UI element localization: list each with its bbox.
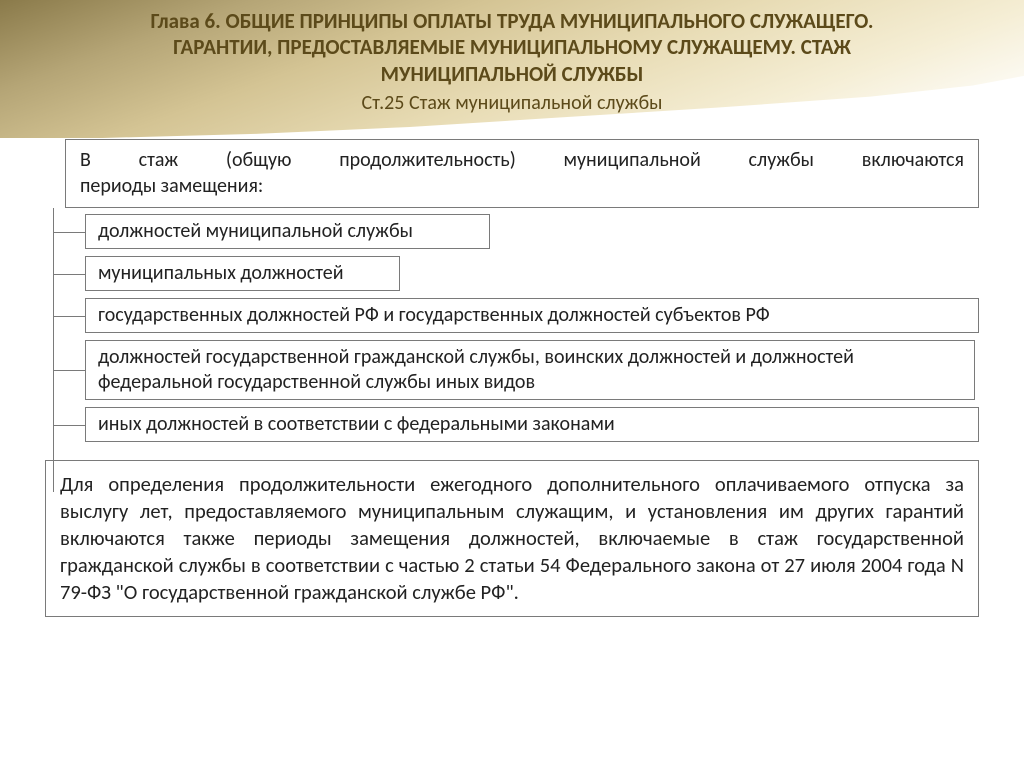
items-tree: должностей муниципальной службы муниципа…	[45, 214, 979, 442]
footer-box: Для определения продолжительности ежегод…	[45, 460, 979, 617]
tree-horizontal-connector	[53, 425, 85, 426]
chapter-title-line3: МУНИЦИПАЛЬНОЙ СЛУЖБЫ	[30, 61, 994, 87]
header-block: Глава 6. ОБЩИЕ ПРИНЦИПЫ ОПЛАТЫ ТРУДА МУН…	[0, 8, 1024, 115]
chapter-title-line2: ГАРАНТИИ, ПРЕДОСТАВЛЯЕМЫЕ МУНИЦИПАЛЬНОМУ…	[30, 34, 994, 60]
item-box-1: должностей муниципальной службы	[85, 214, 490, 249]
tree-horizontal-connector	[53, 370, 85, 371]
item-box-2: муниципальных должностей	[85, 256, 400, 291]
content-area: В стаж (общую продолжительность) муницип…	[45, 139, 979, 617]
list-item: должностей государственной гражданской с…	[45, 340, 979, 400]
tree-horizontal-connector	[53, 232, 85, 233]
tree-horizontal-connector	[53, 316, 85, 317]
intro-line2: периоды замещения:	[80, 174, 964, 200]
intro-box: В стаж (общую продолжительность) муницип…	[65, 139, 979, 208]
chapter-title: Глава 6. ОБЩИЕ ПРИНЦИПЫ ОПЛАТЫ ТРУДА МУН…	[0, 8, 1024, 87]
item-box-4: должностей государственной гражданской с…	[85, 340, 975, 400]
item-box-3: государственных должностей РФ и государс…	[85, 298, 979, 333]
list-item: должностей муниципальной службы	[45, 214, 979, 249]
item-box-5: иных должностей в соответствии с федерал…	[85, 407, 979, 442]
tree-horizontal-connector	[53, 274, 85, 275]
chapter-title-line1: Глава 6. ОБЩИЕ ПРИНЦИПЫ ОПЛАТЫ ТРУДА МУН…	[30, 8, 994, 34]
intro-line1: В стаж (общую продолжительность) муницип…	[80, 148, 964, 174]
list-item: муниципальных должностей	[45, 256, 979, 291]
list-item: государственных должностей РФ и государс…	[45, 298, 979, 333]
article-reference: Ст.25 Стаж муниципальной службы	[0, 91, 1024, 115]
list-item: иных должностей в соответствии с федерал…	[45, 407, 979, 442]
